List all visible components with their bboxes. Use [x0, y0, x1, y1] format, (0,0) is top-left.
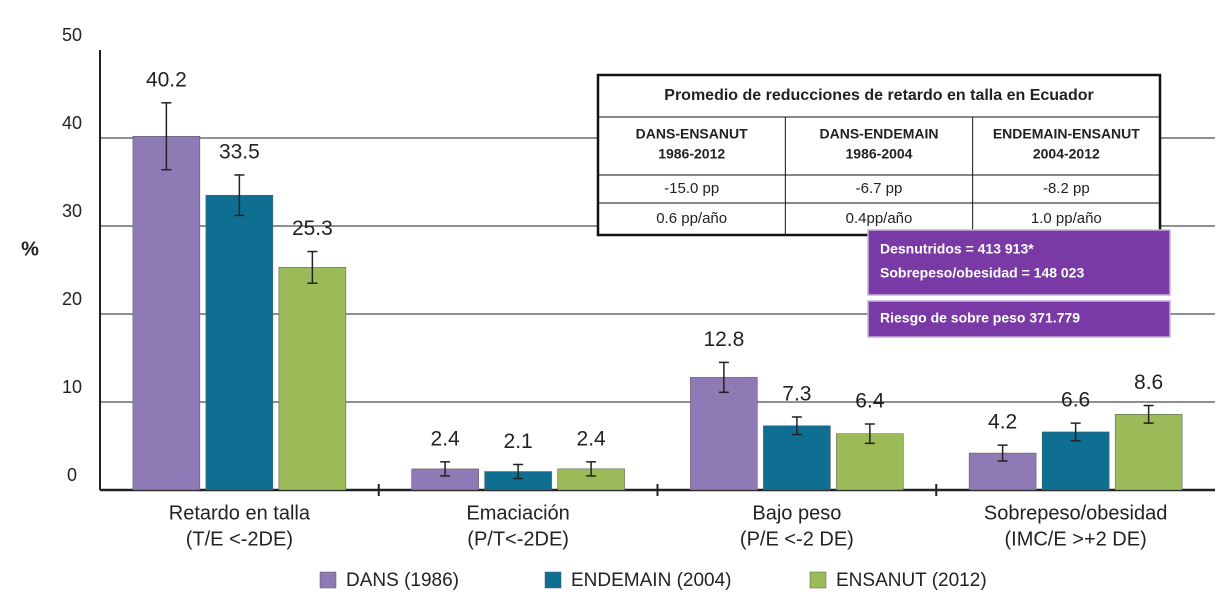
x-tick-label: (P/E <-2 DE) [740, 528, 854, 550]
bar [278, 267, 347, 491]
table-cell: -8.2 pp [1043, 180, 1090, 197]
bar [132, 135, 201, 491]
table-cell: 0.6 pp/año [656, 210, 727, 227]
value-label: 2.4 [577, 427, 607, 450]
error-bar [791, 416, 802, 436]
error-bar [718, 361, 729, 394]
value-label: 6.6 [1061, 389, 1090, 412]
error-bar [307, 250, 318, 284]
table-header: 2004-2012 [1033, 146, 1100, 162]
error-bar [513, 463, 524, 480]
table-header: 1986-2004 [846, 146, 913, 162]
table-header: 1986-2012 [658, 146, 725, 162]
error-bar [161, 102, 172, 171]
table-cell: -6.7 pp [856, 180, 903, 197]
error-bar [1143, 404, 1154, 424]
annotation-text: Riesgo de sobre peso 371.779 [880, 310, 1080, 326]
legend-label: ENDEMAIN (2004) [571, 570, 732, 591]
table-cell: 0.4pp/año [846, 210, 913, 227]
legend-swatch [544, 571, 562, 589]
error-bar [234, 174, 245, 217]
error-bar [997, 444, 1008, 462]
y-tick-label: 40 [62, 113, 82, 133]
table-cell: 1.0 pp/año [1031, 210, 1102, 227]
value-label: 7.3 [782, 383, 811, 406]
bar [690, 377, 758, 491]
bar [1114, 414, 1183, 491]
x-tick-label: (IMC/E >+2 DE) [1004, 528, 1146, 550]
value-label: 6.4 [855, 390, 885, 413]
table-title: Promedio de reducciones de retardo en ta… [664, 87, 1093, 104]
bar [1041, 431, 1110, 491]
error-bar [864, 423, 875, 445]
x-tick-label: Sobrepeso/obesidad [984, 502, 1167, 524]
x-tick-label: Retardo en talla [169, 502, 311, 524]
annotation-box [867, 229, 1171, 296]
error-bar [440, 461, 451, 477]
y-tick-label: 10 [62, 377, 82, 397]
y-tick-label: 50 [62, 25, 82, 45]
y-tick-label: 0 [67, 465, 77, 485]
annotation-box [867, 300, 1171, 338]
y-tick-label: 20 [62, 289, 82, 309]
table-header: ENDEMAIN-ENSANUT [993, 126, 1140, 142]
x-tick-label: Bajo peso [752, 502, 841, 524]
value-label: 4.2 [988, 411, 1017, 434]
error-bar [586, 461, 597, 477]
error-bar [1070, 422, 1081, 442]
value-label: 2.1 [504, 430, 533, 453]
legend-label: ENSANUT (2012) [836, 570, 987, 591]
table-header: DANS-ENDEMAIN [820, 126, 939, 142]
bar [205, 194, 274, 491]
value-label: 2.4 [431, 427, 461, 450]
x-tick-label: (T/E <-2DE) [186, 528, 293, 550]
legend-label: DANS (1986) [346, 570, 459, 591]
annotation-text: Desnutridos = 413 913* [880, 241, 1034, 257]
value-label: 12.8 [703, 328, 744, 351]
legend-swatch [809, 571, 827, 589]
value-label: 8.6 [1134, 371, 1163, 394]
table-header: DANS-ENSANUT [636, 126, 748, 142]
annotation-text: Sobrepeso/obesidad = 148 023 [880, 265, 1084, 281]
value-label: 25.3 [292, 217, 333, 240]
value-label: 40.2 [146, 68, 187, 91]
bar [763, 425, 831, 491]
table-frame [596, 73, 1162, 237]
x-tick-label: Emaciación [466, 502, 569, 524]
table-cell: -15.0 pp [664, 180, 719, 197]
x-tick-label: (P/T<-2DE) [467, 528, 569, 550]
value-label: 33.5 [219, 141, 260, 164]
y-axis-label: % [21, 238, 39, 260]
y-tick-label: 30 [62, 201, 82, 221]
legend-swatch [319, 571, 337, 589]
